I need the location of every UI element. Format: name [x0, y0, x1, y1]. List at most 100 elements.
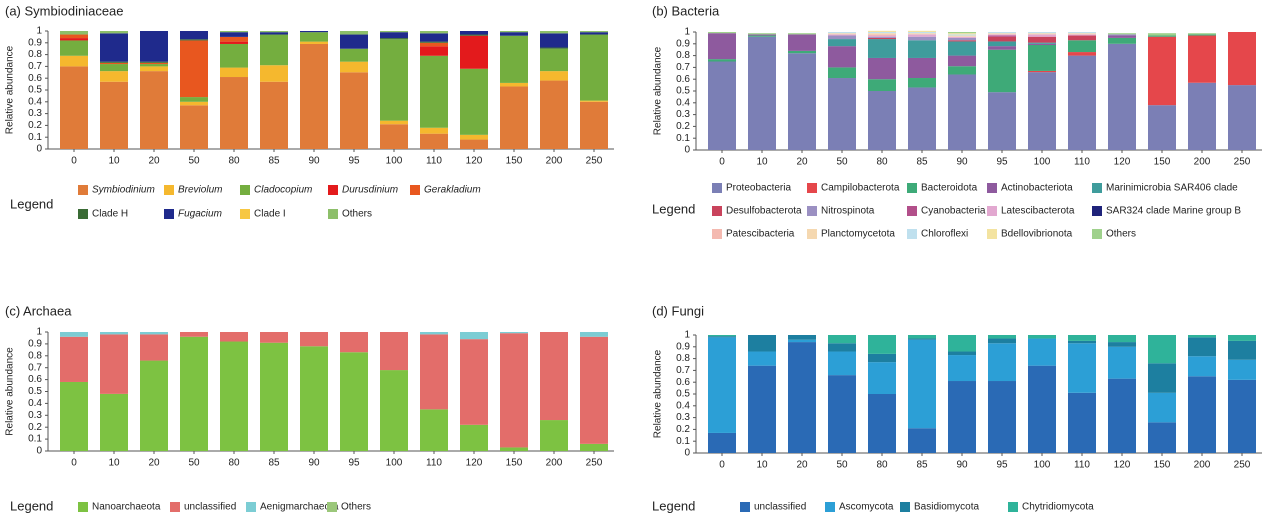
x-tick-label: 95	[996, 460, 1008, 471]
bar-segment	[340, 61, 368, 73]
x-tick-label: 250	[1234, 157, 1251, 168]
legend-swatch	[240, 185, 250, 195]
x-tick-label: 100	[1034, 460, 1051, 471]
bar-segment	[1188, 335, 1216, 338]
legend-swatch	[907, 183, 917, 193]
bar-segment	[908, 428, 936, 453]
bar-segment	[500, 32, 528, 36]
x-tick-label: 150	[1154, 157, 1171, 168]
bar-segment	[420, 127, 448, 134]
bar-segment	[748, 35, 776, 37]
y-tick-label: 0.6	[28, 374, 42, 385]
bar-segment	[540, 47, 568, 49]
bar-segment	[1068, 335, 1096, 341]
bar-segment	[868, 91, 896, 150]
bar-segment	[420, 55, 448, 128]
bar-segment	[868, 30, 896, 32]
bar-segment	[500, 31, 528, 33]
x-tick-label: 0	[719, 157, 725, 168]
bar-segment	[300, 41, 328, 44]
x-tick-label: 0	[71, 458, 77, 469]
bar-segment	[948, 335, 976, 352]
bar-segment	[60, 40, 88, 56]
bar-segment	[500, 333, 528, 448]
x-tick-label: 100	[1034, 157, 1051, 168]
bar-segment	[1148, 33, 1176, 36]
bar-segment	[1108, 35, 1136, 38]
legend-label: Marinimicrobia SAR406 clade	[1106, 183, 1238, 194]
legend-label: Cyanobacteria	[921, 206, 986, 217]
legend-label: Bdellovibrionota	[1001, 229, 1073, 240]
x-tick-label: 95	[996, 157, 1008, 168]
legend-swatch	[240, 209, 250, 219]
bar-segment	[60, 38, 88, 41]
bar-segment	[260, 34, 288, 66]
bar-segment	[948, 32, 976, 34]
bar-segment	[100, 33, 128, 62]
bar-segment	[460, 35, 488, 69]
x-tick-label: 200	[1194, 460, 1211, 471]
bar-segment	[220, 41, 248, 44]
bar-segment	[1188, 35, 1216, 83]
bar-segment	[948, 355, 976, 382]
x-tick-label: 80	[228, 458, 240, 469]
x-tick-label: 120	[1114, 460, 1131, 471]
x-tick-label: 150	[506, 156, 523, 167]
legend-swatch	[78, 185, 88, 195]
y-tick-label: 0.3	[676, 412, 690, 423]
bar-segment	[420, 33, 448, 42]
y-tick-label: 0.5	[676, 86, 690, 97]
y-tick-label: 0.4	[676, 97, 690, 108]
legend-swatch	[78, 209, 88, 219]
bar-segment	[60, 34, 88, 39]
bar-segment	[908, 338, 936, 340]
bar-segment	[340, 352, 368, 451]
legend-label: Patescibacteria	[726, 229, 795, 240]
bar-segment	[100, 393, 128, 451]
x-tick-label: 20	[796, 157, 808, 168]
bar-segment	[908, 57, 936, 79]
y-tick-label: 0.4	[676, 400, 690, 411]
bar-segment	[420, 31, 448, 34]
chart-title: (a) Symbiodiniaceae	[5, 3, 124, 18]
y-tick-label: 0.3	[676, 109, 690, 120]
bar-segment	[260, 342, 288, 451]
legend-label: Cladocopium	[254, 185, 312, 196]
bar-segment	[60, 31, 88, 35]
bar-segment	[540, 80, 568, 149]
bar-segment	[380, 124, 408, 149]
legend-label: Aenigmarchaeota	[260, 502, 339, 513]
bar-segment	[788, 34, 816, 51]
bar-segment	[828, 46, 856, 68]
bar-segment	[1068, 34, 1096, 36]
bar-segment	[788, 335, 816, 340]
bar-segment	[1228, 335, 1256, 341]
legend-swatch	[410, 185, 420, 195]
x-tick-label: 150	[506, 458, 523, 469]
y-tick-label: 0.9	[28, 37, 42, 48]
bar-segment	[420, 332, 448, 335]
legend-title: Legend	[652, 201, 695, 216]
legend-label: Fugacium	[178, 209, 222, 220]
bar-segment	[140, 71, 168, 149]
legend-title: Legend	[10, 498, 53, 513]
x-tick-label: 90	[308, 458, 320, 469]
bar-segment	[580, 101, 608, 149]
bar-segment	[460, 34, 488, 36]
bar-segment	[460, 68, 488, 135]
x-tick-label: 110	[426, 156, 442, 167]
bar-segment	[868, 394, 896, 453]
x-tick-label: 80	[876, 460, 888, 471]
y-tick-label: 1	[684, 330, 690, 341]
x-tick-label: 90	[956, 460, 968, 471]
legend-swatch	[170, 502, 180, 512]
legend-label: Others	[1106, 229, 1136, 240]
x-tick-label: 100	[386, 156, 403, 167]
legend-label: Campilobacterota	[821, 183, 900, 194]
bar-segment	[708, 33, 736, 60]
bar-segment	[1028, 70, 1056, 73]
bar-segment	[380, 32, 408, 39]
legend-swatch	[246, 502, 256, 512]
bar-segment	[580, 100, 608, 102]
bar-segment	[788, 339, 816, 343]
